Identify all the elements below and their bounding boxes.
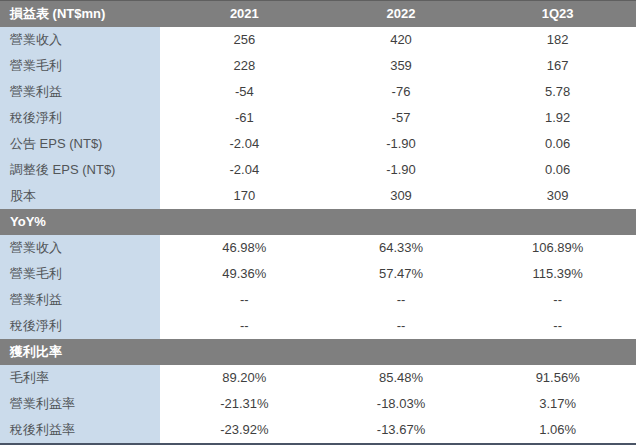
cell-2021: -21.31% (166, 391, 323, 417)
table-row: 稅後淨利------ (0, 313, 636, 339)
income-statement-table: 損益表 (NT$mn) 2021 2022 1Q23 營業收入256420182… (0, 0, 636, 445)
section-title: 獲利比率 (0, 339, 62, 365)
table-row: 營業利益-54-765.78 (0, 79, 636, 105)
column-header-2021: 2021 (166, 1, 323, 27)
cell-1q23: 167 (479, 53, 636, 79)
table-row: 調整後 EPS (NT$)-2.04-1.900.06 (0, 157, 636, 183)
cell-2021: -2.04 (166, 131, 323, 157)
cell-2022: -1.90 (323, 131, 480, 157)
row-label: 稅後淨利 (0, 105, 160, 131)
cell-1q23: 1.06% (479, 417, 636, 443)
row-label: 稅後利益率 (0, 417, 160, 443)
row-label: 營業收入 (0, 235, 160, 261)
cell-2022: 64.33% (323, 235, 480, 261)
table-row: 營業利益------ (0, 287, 636, 313)
cell-2021: -61 (166, 105, 323, 131)
cell-2021: 46.98% (166, 235, 323, 261)
cell-2022: -1.90 (323, 157, 480, 183)
table-header-row: 損益表 (NT$mn) 2021 2022 1Q23 (0, 1, 636, 27)
cell-2021: -- (166, 313, 323, 339)
cell-1q23: 3.17% (479, 391, 636, 417)
cell-2022: -13.67% (323, 417, 480, 443)
table-row: 稅後淨利-61-571.92 (0, 105, 636, 131)
table-row: 營業利益率-21.31%-18.03%3.17% (0, 391, 636, 417)
cell-2021: 228 (166, 53, 323, 79)
section-title: YoY% (0, 209, 46, 235)
row-label: 稅後淨利 (0, 313, 160, 339)
cell-2022: 309 (323, 183, 480, 209)
cell-1q23: 91.56% (479, 365, 636, 391)
table-row: 營業毛利228359167 (0, 53, 636, 79)
section-header-row: YoY% (0, 209, 636, 235)
cell-1q23: 115.39% (479, 261, 636, 287)
cell-2022: -76 (323, 79, 480, 105)
cell-2022: -- (323, 287, 480, 313)
cell-1q23: 5.78 (479, 79, 636, 105)
row-label: 股本 (0, 183, 160, 209)
cell-2022: -- (323, 313, 480, 339)
cell-1q23: -- (479, 287, 636, 313)
cell-2021: -- (166, 287, 323, 313)
cell-1q23: 309 (479, 183, 636, 209)
column-header-2022: 2022 (323, 1, 480, 27)
row-label: 營業收入 (0, 27, 160, 53)
column-header-1q23: 1Q23 (479, 1, 636, 27)
row-label: 營業利益率 (0, 391, 160, 417)
row-label: 公告 EPS (NT$) (0, 131, 160, 157)
table-row: 營業收入46.98%64.33%106.89% (0, 235, 636, 261)
cell-1q23: 106.89% (479, 235, 636, 261)
cell-2021: 49.36% (166, 261, 323, 287)
table-row: 毛利率89.20%85.48%91.56% (0, 365, 636, 391)
cell-2022: 85.48% (323, 365, 480, 391)
cell-2022: 359 (323, 53, 480, 79)
table-row: 稅後利益率-23.92%-13.67%1.06% (0, 417, 636, 443)
cell-2022: -57 (323, 105, 480, 131)
cell-1q23: 0.06 (479, 131, 636, 157)
cell-1q23: -- (479, 313, 636, 339)
cell-2021: -23.92% (166, 417, 323, 443)
table-title: 損益表 (NT$mn) (0, 1, 160, 27)
cell-2021: 256 (166, 27, 323, 53)
cell-2022: 420 (323, 27, 480, 53)
table-row: 營業毛利49.36%57.47%115.39% (0, 261, 636, 287)
cell-2021: -2.04 (166, 157, 323, 183)
row-label: 毛利率 (0, 365, 160, 391)
table-row: 營業收入256420182 (0, 27, 636, 53)
row-label: 營業毛利 (0, 53, 160, 79)
cell-2021: -54 (166, 79, 323, 105)
cell-2022: 57.47% (323, 261, 480, 287)
row-label: 調整後 EPS (NT$) (0, 157, 160, 183)
table-body: 營業收入256420182營業毛利228359167營業利益-54-765.78… (0, 27, 636, 443)
cell-2021: 170 (166, 183, 323, 209)
cell-1q23: 0.06 (479, 157, 636, 183)
table-row: 股本170309309 (0, 183, 636, 209)
row-label: 營業毛利 (0, 261, 160, 287)
cell-2021: 89.20% (166, 365, 323, 391)
cell-2022: -18.03% (323, 391, 480, 417)
cell-1q23: 1.92 (479, 105, 636, 131)
row-label: 營業利益 (0, 79, 160, 105)
table-row: 公告 EPS (NT$)-2.04-1.900.06 (0, 131, 636, 157)
section-header-row: 獲利比率 (0, 339, 636, 365)
cell-1q23: 182 (479, 27, 636, 53)
row-label: 營業利益 (0, 287, 160, 313)
